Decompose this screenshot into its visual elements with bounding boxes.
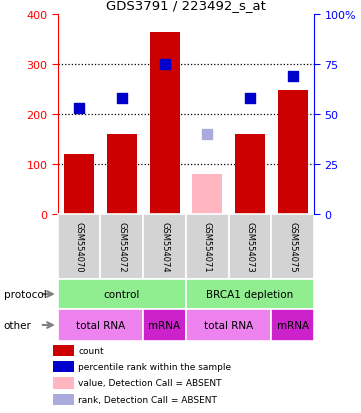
Text: other: other [4,320,31,330]
Text: protocol: protocol [4,289,46,299]
Bar [100,214,143,279]
Text: GSM554075: GSM554075 [288,222,297,272]
Point [76,105,82,112]
Text: GSM554070: GSM554070 [75,222,84,272]
Point [247,95,253,102]
Bar [58,279,186,309]
Bar [53,394,74,405]
Text: GSM554071: GSM554071 [203,222,212,272]
Bar [271,309,314,341]
Text: BRCA1 depletion: BRCA1 depletion [206,289,293,299]
Text: GSM554073: GSM554073 [245,222,255,272]
Bar [58,214,100,279]
Bar [271,214,314,279]
Bar [107,135,137,214]
Bar [278,91,308,214]
Bar [53,345,74,356]
Text: rank, Detection Call = ABSENT: rank, Detection Call = ABSENT [78,395,217,404]
Bar [58,309,143,341]
Bar [186,279,314,309]
Bar [149,33,179,214]
Text: total RNA: total RNA [76,320,125,330]
Text: control: control [104,289,140,299]
Title: GDS3791 / 223492_s_at: GDS3791 / 223492_s_at [106,0,266,12]
Point [290,74,296,80]
Point [204,131,210,138]
Text: mRNA: mRNA [277,320,309,330]
Bar [186,309,271,341]
Point [162,62,168,68]
Bar [229,214,271,279]
Bar [143,214,186,279]
Text: percentile rank within the sample: percentile rank within the sample [78,362,231,371]
Text: total RNA: total RNA [204,320,253,330]
Bar [235,135,265,214]
Text: count: count [78,346,104,355]
Bar [192,175,222,214]
Bar [143,309,186,341]
Bar [186,214,229,279]
Text: value, Detection Call = ABSENT: value, Detection Call = ABSENT [78,378,222,387]
Point [119,95,125,102]
Bar [53,377,74,389]
Bar [64,154,94,214]
Text: mRNA: mRNA [148,320,180,330]
Text: GSM554072: GSM554072 [117,222,126,272]
Text: GSM554074: GSM554074 [160,222,169,272]
Bar [53,361,74,372]
